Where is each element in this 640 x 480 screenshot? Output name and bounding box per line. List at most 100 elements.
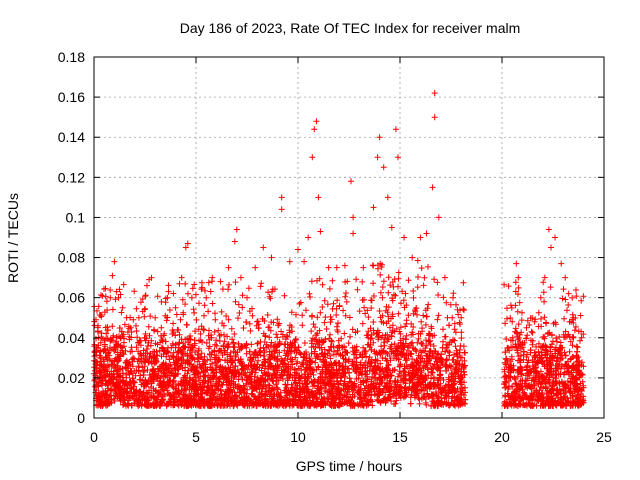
- data-point: [462, 396, 469, 403]
- data-point: [130, 355, 137, 361]
- data-point: [544, 388, 551, 394]
- data-point: [160, 396, 167, 403]
- data-point: [565, 302, 572, 308]
- data-point: [195, 376, 202, 382]
- data-point: [377, 271, 384, 278]
- data-point: [404, 363, 411, 370]
- data-point: [233, 352, 239, 359]
- data-point: [194, 358, 201, 365]
- data-point: [120, 351, 127, 358]
- data-point: [293, 360, 300, 367]
- data-point: [554, 391, 561, 398]
- data-point: [127, 385, 134, 392]
- data-point: [324, 350, 331, 357]
- data-point: [579, 359, 585, 366]
- data-point: [138, 392, 145, 399]
- data-point: [436, 365, 443, 372]
- data-point: [515, 353, 522, 360]
- data-point: [371, 348, 378, 355]
- data-point: [305, 375, 312, 382]
- data-point: [320, 394, 327, 401]
- data-point: [517, 363, 524, 370]
- data-point: [554, 354, 561, 361]
- data-point: [284, 377, 291, 384]
- data-point: [579, 371, 586, 378]
- data-point: [346, 375, 353, 382]
- data-point: [169, 365, 175, 372]
- data-point: [156, 368, 162, 375]
- data-point: [453, 364, 460, 371]
- data-point: [175, 364, 182, 371]
- data-point: [516, 299, 523, 306]
- data-point: [515, 391, 521, 398]
- data-point: [307, 371, 314, 378]
- data-point: [370, 262, 377, 269]
- data-point: [258, 393, 265, 400]
- data-point: [92, 358, 99, 365]
- data-point: [388, 348, 395, 355]
- data-point: [185, 290, 191, 297]
- data-point: [180, 382, 186, 389]
- data-point: [133, 328, 140, 334]
- data-point: [319, 281, 326, 288]
- data-point: [381, 374, 388, 381]
- data-point: [258, 390, 265, 397]
- data-point: [426, 338, 433, 345]
- data-point: [160, 345, 166, 352]
- data-point: [518, 317, 525, 324]
- data-point: [198, 350, 205, 357]
- data-point: [297, 351, 304, 358]
- data-point: [526, 382, 533, 388]
- data-point: [209, 300, 216, 307]
- data-point: [430, 364, 437, 371]
- data-point: [340, 307, 347, 314]
- data-point: [392, 391, 399, 398]
- data-point: [408, 385, 415, 392]
- data-point: [535, 340, 542, 347]
- data-point: [114, 371, 121, 378]
- data-point: [336, 395, 343, 402]
- data-point: [203, 367, 210, 374]
- data-point: [440, 401, 447, 408]
- data-point: [207, 356, 214, 363]
- data-point: [558, 378, 565, 385]
- data-point: [211, 328, 218, 335]
- data-point: [127, 348, 134, 355]
- data-point: [335, 320, 341, 327]
- data-point: [508, 353, 515, 360]
- data-point: [137, 351, 144, 357]
- data-point: [282, 401, 289, 408]
- data-point: [451, 326, 458, 333]
- data-point: [455, 368, 462, 375]
- data-point: [301, 340, 308, 346]
- data-point: [351, 380, 358, 387]
- data-point: [276, 349, 283, 356]
- data-point: [243, 350, 250, 357]
- data-point: [273, 331, 280, 338]
- data-point: [96, 397, 103, 404]
- data-point: [282, 364, 289, 371]
- data-point: [358, 381, 364, 388]
- data-point: [391, 341, 398, 347]
- data-point: [192, 328, 198, 335]
- data-point: [453, 347, 460, 354]
- data-point: [375, 336, 382, 343]
- data-point: [380, 339, 387, 346]
- data-point: [142, 376, 149, 383]
- data-point: [316, 386, 323, 393]
- data-point: [150, 368, 157, 375]
- data-point: [405, 387, 412, 393]
- data-point: [415, 395, 422, 402]
- data-point: [353, 276, 360, 283]
- data-point: [94, 379, 100, 385]
- data-point: [436, 384, 443, 391]
- data-point: [159, 361, 166, 368]
- data-point: [362, 392, 369, 399]
- data-point: [239, 376, 246, 383]
- data-point: [327, 319, 334, 326]
- data-point: [186, 395, 193, 402]
- data-point: [428, 375, 434, 382]
- data-point: [377, 360, 384, 367]
- data-point: [507, 374, 514, 381]
- data-point: [454, 353, 461, 360]
